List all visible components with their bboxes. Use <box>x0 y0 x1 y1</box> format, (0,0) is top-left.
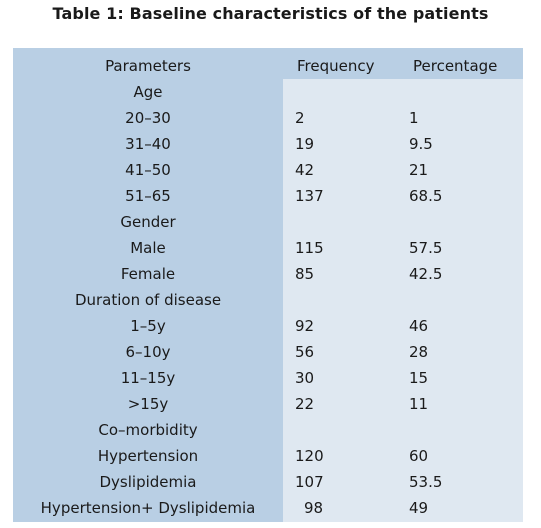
table-row: Hypertension+ Dyslipidemia 98 49 <box>13 495 523 521</box>
row-parameter: 20–30 <box>125 109 171 127</box>
header-percentage: Percentage <box>413 57 498 75</box>
row-parameter: Age <box>133 83 163 101</box>
header-frequency: Frequency <box>297 57 375 75</box>
row-frequency: 85 <box>295 265 315 283</box>
row-parameter: Hypertension <box>97 447 199 465</box>
row-parameter: Male <box>130 239 166 257</box>
row-parameter: Hypertension+ Dyslipidemia <box>40 499 256 517</box>
row-parameter: 41–50 <box>125 161 171 179</box>
table-row: Hypertension 120 60 <box>13 443 523 469</box>
table-row: 31–40 19 9.5 <box>13 131 523 157</box>
table-row: Gender <box>13 209 523 235</box>
row-frequency: 120 <box>295 447 324 465</box>
table-row: 20–30 2 1 <box>13 105 523 131</box>
row-parameter: 31–40 <box>125 135 171 153</box>
row-percentage: 53.5 <box>409 473 443 491</box>
row-percentage: 49 <box>409 499 429 517</box>
values-column-background <box>283 79 523 522</box>
parameters-column-background <box>13 48 283 522</box>
table-row: 41–50 42 21 <box>13 157 523 183</box>
table-row: 51–65 137 68.5 <box>13 183 523 209</box>
row-frequency: 2 <box>295 109 305 127</box>
row-percentage: 42.5 <box>409 265 443 283</box>
baseline-table: Parameters Frequency Percentage Age 20–3… <box>13 48 523 522</box>
table-title: Table 1: Baseline characteristics of the… <box>52 4 489 23</box>
table-row: 6–10y 56 28 <box>13 339 523 365</box>
table-row: Female 85 42.5 <box>13 261 523 287</box>
table-row: Male 115 57.5 <box>13 235 523 261</box>
row-frequency: 22 <box>295 395 315 413</box>
row-parameter: 51–65 <box>125 187 171 205</box>
row-frequency: 92 <box>295 317 315 335</box>
row-percentage: 21 <box>409 161 429 179</box>
row-frequency: 19 <box>295 135 315 153</box>
row-frequency: 30 <box>295 369 315 387</box>
row-parameter: Dyslipidemia <box>99 473 197 491</box>
table-header-row: Parameters Frequency Percentage <box>13 53 523 79</box>
row-percentage: 57.5 <box>409 239 443 257</box>
row-percentage: 11 <box>409 395 429 413</box>
row-frequency: 98 <box>304 499 324 517</box>
header-parameters: Parameters <box>105 57 191 75</box>
row-frequency: 107 <box>295 473 324 491</box>
row-percentage: 28 <box>409 343 429 361</box>
row-parameter: Duration of disease <box>74 291 222 309</box>
row-percentage: 1 <box>409 109 419 127</box>
table-row: >15y 22 11 <box>13 391 523 417</box>
table-row: 1–5y 92 46 <box>13 313 523 339</box>
table-row: Age <box>13 79 523 105</box>
row-percentage: 60 <box>409 447 429 465</box>
row-parameter: Gender <box>120 213 176 231</box>
row-parameter: 11–15y <box>120 369 176 387</box>
row-parameter: 1–5y <box>130 317 166 335</box>
header-background <box>283 48 523 79</box>
row-percentage: 46 <box>409 317 429 335</box>
row-parameter: Female <box>120 265 176 283</box>
table-row: Co–morbidity <box>13 417 523 443</box>
row-parameter: >15y <box>127 395 169 413</box>
row-frequency: 137 <box>295 187 324 205</box>
table-row: Dyslipidemia 107 53.5 <box>13 469 523 495</box>
row-percentage: 15 <box>409 369 429 387</box>
table-row: Duration of disease <box>13 287 523 313</box>
row-parameter: Co–morbidity <box>98 421 198 439</box>
table-row: 11–15y 30 15 <box>13 365 523 391</box>
row-percentage: 68.5 <box>409 187 443 205</box>
row-frequency: 56 <box>295 343 315 361</box>
row-frequency: 42 <box>295 161 315 179</box>
row-parameter: 6–10y <box>125 343 171 361</box>
row-percentage: 9.5 <box>409 135 433 153</box>
row-frequency: 115 <box>295 239 324 257</box>
